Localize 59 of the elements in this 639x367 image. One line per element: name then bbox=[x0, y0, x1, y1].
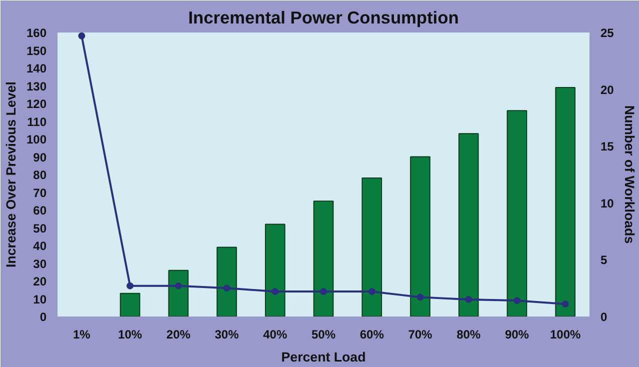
y-tick-label: 70 bbox=[33, 186, 47, 200]
y-tick-label: 130 bbox=[26, 79, 47, 94]
point bbox=[368, 288, 376, 295]
bar bbox=[362, 178, 382, 316]
point bbox=[126, 282, 134, 290]
y2-tick-label: 25 bbox=[600, 26, 614, 40]
bar bbox=[216, 246, 237, 316]
chart-title: Incremental Power Consumption bbox=[188, 8, 459, 28]
x-tick-label: 1% bbox=[73, 328, 91, 342]
point bbox=[174, 282, 182, 290]
x-tick-label: 10% bbox=[118, 328, 142, 342]
y-tick-label: 120 bbox=[26, 97, 47, 111]
bar bbox=[120, 292, 140, 316]
x-tick-label: 90% bbox=[504, 328, 530, 342]
point bbox=[320, 288, 327, 295]
bar bbox=[410, 156, 430, 316]
y-tick-label: 0 bbox=[40, 310, 47, 324]
y2-tick-label: 10 bbox=[600, 196, 614, 210]
y-tick-label: 50 bbox=[33, 221, 47, 236]
y-tick-label: 10 bbox=[33, 292, 47, 306]
point bbox=[78, 32, 86, 40]
bar bbox=[555, 87, 576, 316]
point bbox=[513, 297, 520, 304]
bar bbox=[458, 133, 479, 316]
y-axis-title: Increase Over Previous Level bbox=[3, 82, 18, 268]
bar bbox=[313, 200, 334, 316]
x-axis-title: Percent Load bbox=[281, 350, 366, 364]
bar bbox=[264, 224, 286, 316]
point bbox=[416, 294, 424, 301]
x-tick-label: 50% bbox=[311, 328, 336, 342]
x-tick-label: 40% bbox=[263, 328, 288, 342]
y2-tick-label: 20 bbox=[600, 82, 614, 97]
x-tick-label: 20% bbox=[166, 328, 191, 342]
x-tick-label: 80% bbox=[456, 328, 481, 342]
y-tick-label: 150 bbox=[26, 44, 47, 58]
y-tick-label: 140 bbox=[26, 62, 47, 76]
point bbox=[272, 288, 279, 295]
x-tick-label: 60% bbox=[360, 328, 384, 342]
y-tick-label: 160 bbox=[26, 26, 47, 40]
point bbox=[562, 300, 569, 308]
y2-tick-label: 5 bbox=[600, 253, 608, 268]
point bbox=[223, 284, 230, 292]
point bbox=[465, 296, 472, 303]
y-tick-label: 30 bbox=[33, 256, 47, 271]
y-tick-label: 20 bbox=[33, 274, 47, 288]
bar bbox=[168, 270, 189, 316]
y2-axis-title: Number of Workloads bbox=[622, 105, 637, 244]
y2-tick-label: 15 bbox=[600, 140, 614, 154]
x-tick-label: 30% bbox=[214, 328, 240, 342]
y-tick-label: 100 bbox=[26, 132, 47, 146]
y-tick-label: 110 bbox=[27, 114, 47, 129]
y-tick-label: 80 bbox=[33, 168, 47, 182]
y2-tick-label: 0 bbox=[600, 310, 608, 324]
y-tick-label: 90 bbox=[33, 150, 47, 164]
x-tick-label: 70% bbox=[408, 328, 433, 342]
bar bbox=[506, 110, 528, 316]
x-tick-label: 100% bbox=[550, 328, 581, 342]
y-tick-label: 60 bbox=[33, 204, 47, 218]
y-tick-label: 40 bbox=[33, 239, 47, 253]
